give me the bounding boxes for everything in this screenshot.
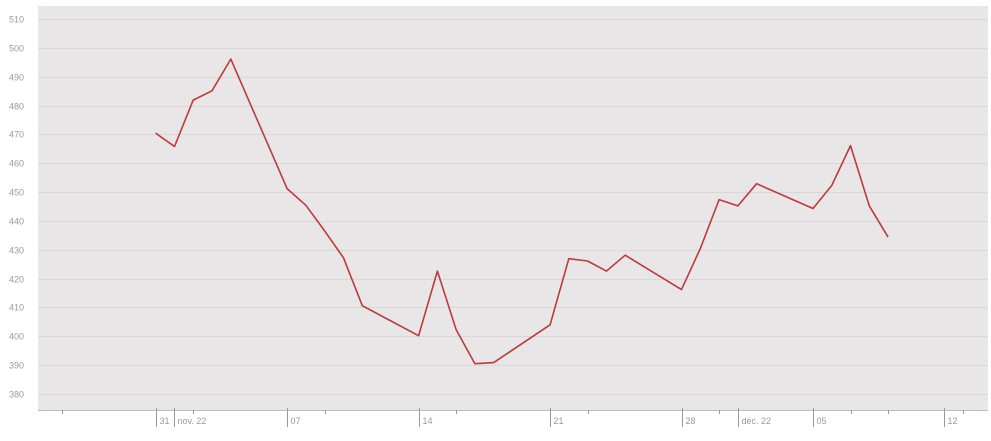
x-axis-ticks: [62, 408, 964, 427]
y-tick-label: 430: [9, 246, 24, 256]
data-point: [868, 205, 870, 207]
y-tick-label: 380: [9, 390, 24, 400]
data-point: [361, 305, 363, 307]
data-point: [699, 247, 701, 249]
data-point: [568, 258, 570, 260]
data-point: [831, 184, 833, 186]
y-tick-label: 400: [9, 332, 24, 342]
x-axis-tick-labels: 31 nov. 22 07 14 21 28 déc. 22 05 12: [160, 416, 958, 426]
y-tick-label: 410: [9, 303, 24, 313]
data-point: [230, 58, 232, 60]
gridlines: [38, 19, 988, 395]
x-tick-label: 12: [948, 416, 958, 426]
data-point: [173, 145, 175, 147]
data-point: [737, 205, 739, 207]
data-point: [718, 198, 720, 200]
x-tick-label: nov. 22: [178, 416, 207, 426]
data-point: [305, 204, 307, 206]
data-point: [812, 207, 814, 209]
data-point: [549, 324, 551, 326]
data-point: [155, 132, 157, 134]
data-point: [887, 236, 889, 238]
y-tick-label: 420: [9, 275, 24, 285]
y-tick-label: 450: [9, 188, 24, 198]
x-tick-label: 14: [423, 416, 433, 426]
data-point: [493, 361, 495, 363]
x-tick-label: 28: [686, 416, 696, 426]
x-tick-label: 21: [554, 416, 564, 426]
data-point: [586, 260, 588, 262]
y-tick-label: 480: [9, 102, 24, 112]
data-point: [324, 230, 326, 232]
data-point: [286, 187, 288, 189]
y-tick-label: 440: [9, 217, 24, 227]
series-line: [155, 58, 889, 365]
y-tick-label: 490: [9, 73, 24, 83]
y-tick-label: 510: [9, 15, 24, 25]
series-group: [155, 58, 889, 365]
x-tick-label: 07: [291, 416, 301, 426]
data-point: [474, 363, 476, 365]
data-point: [211, 90, 213, 92]
x-tick-label: 05: [817, 416, 827, 426]
data-point: [755, 183, 757, 185]
y-tick-label: 500: [9, 44, 24, 54]
x-tick-label: 31: [160, 416, 170, 426]
data-point: [680, 288, 682, 290]
y-tick-label: 460: [9, 159, 24, 169]
data-point: [624, 254, 626, 256]
x-tick-label: déc. 22: [742, 416, 772, 426]
data-point: [455, 329, 457, 331]
y-axis-tick-labels: 380 390 400 410 420 430 440 450 460 470 480 490 500 5…: [9, 15, 24, 400]
y-tick-label: 390: [9, 361, 24, 371]
data-point: [605, 270, 607, 272]
data-point: [849, 144, 851, 146]
plot-area: [38, 6, 988, 410]
data-point: [342, 257, 344, 259]
data-point: [192, 99, 194, 101]
data-point: [436, 270, 438, 272]
data-point: [417, 335, 419, 337]
y-tick-label: 470: [9, 130, 24, 140]
